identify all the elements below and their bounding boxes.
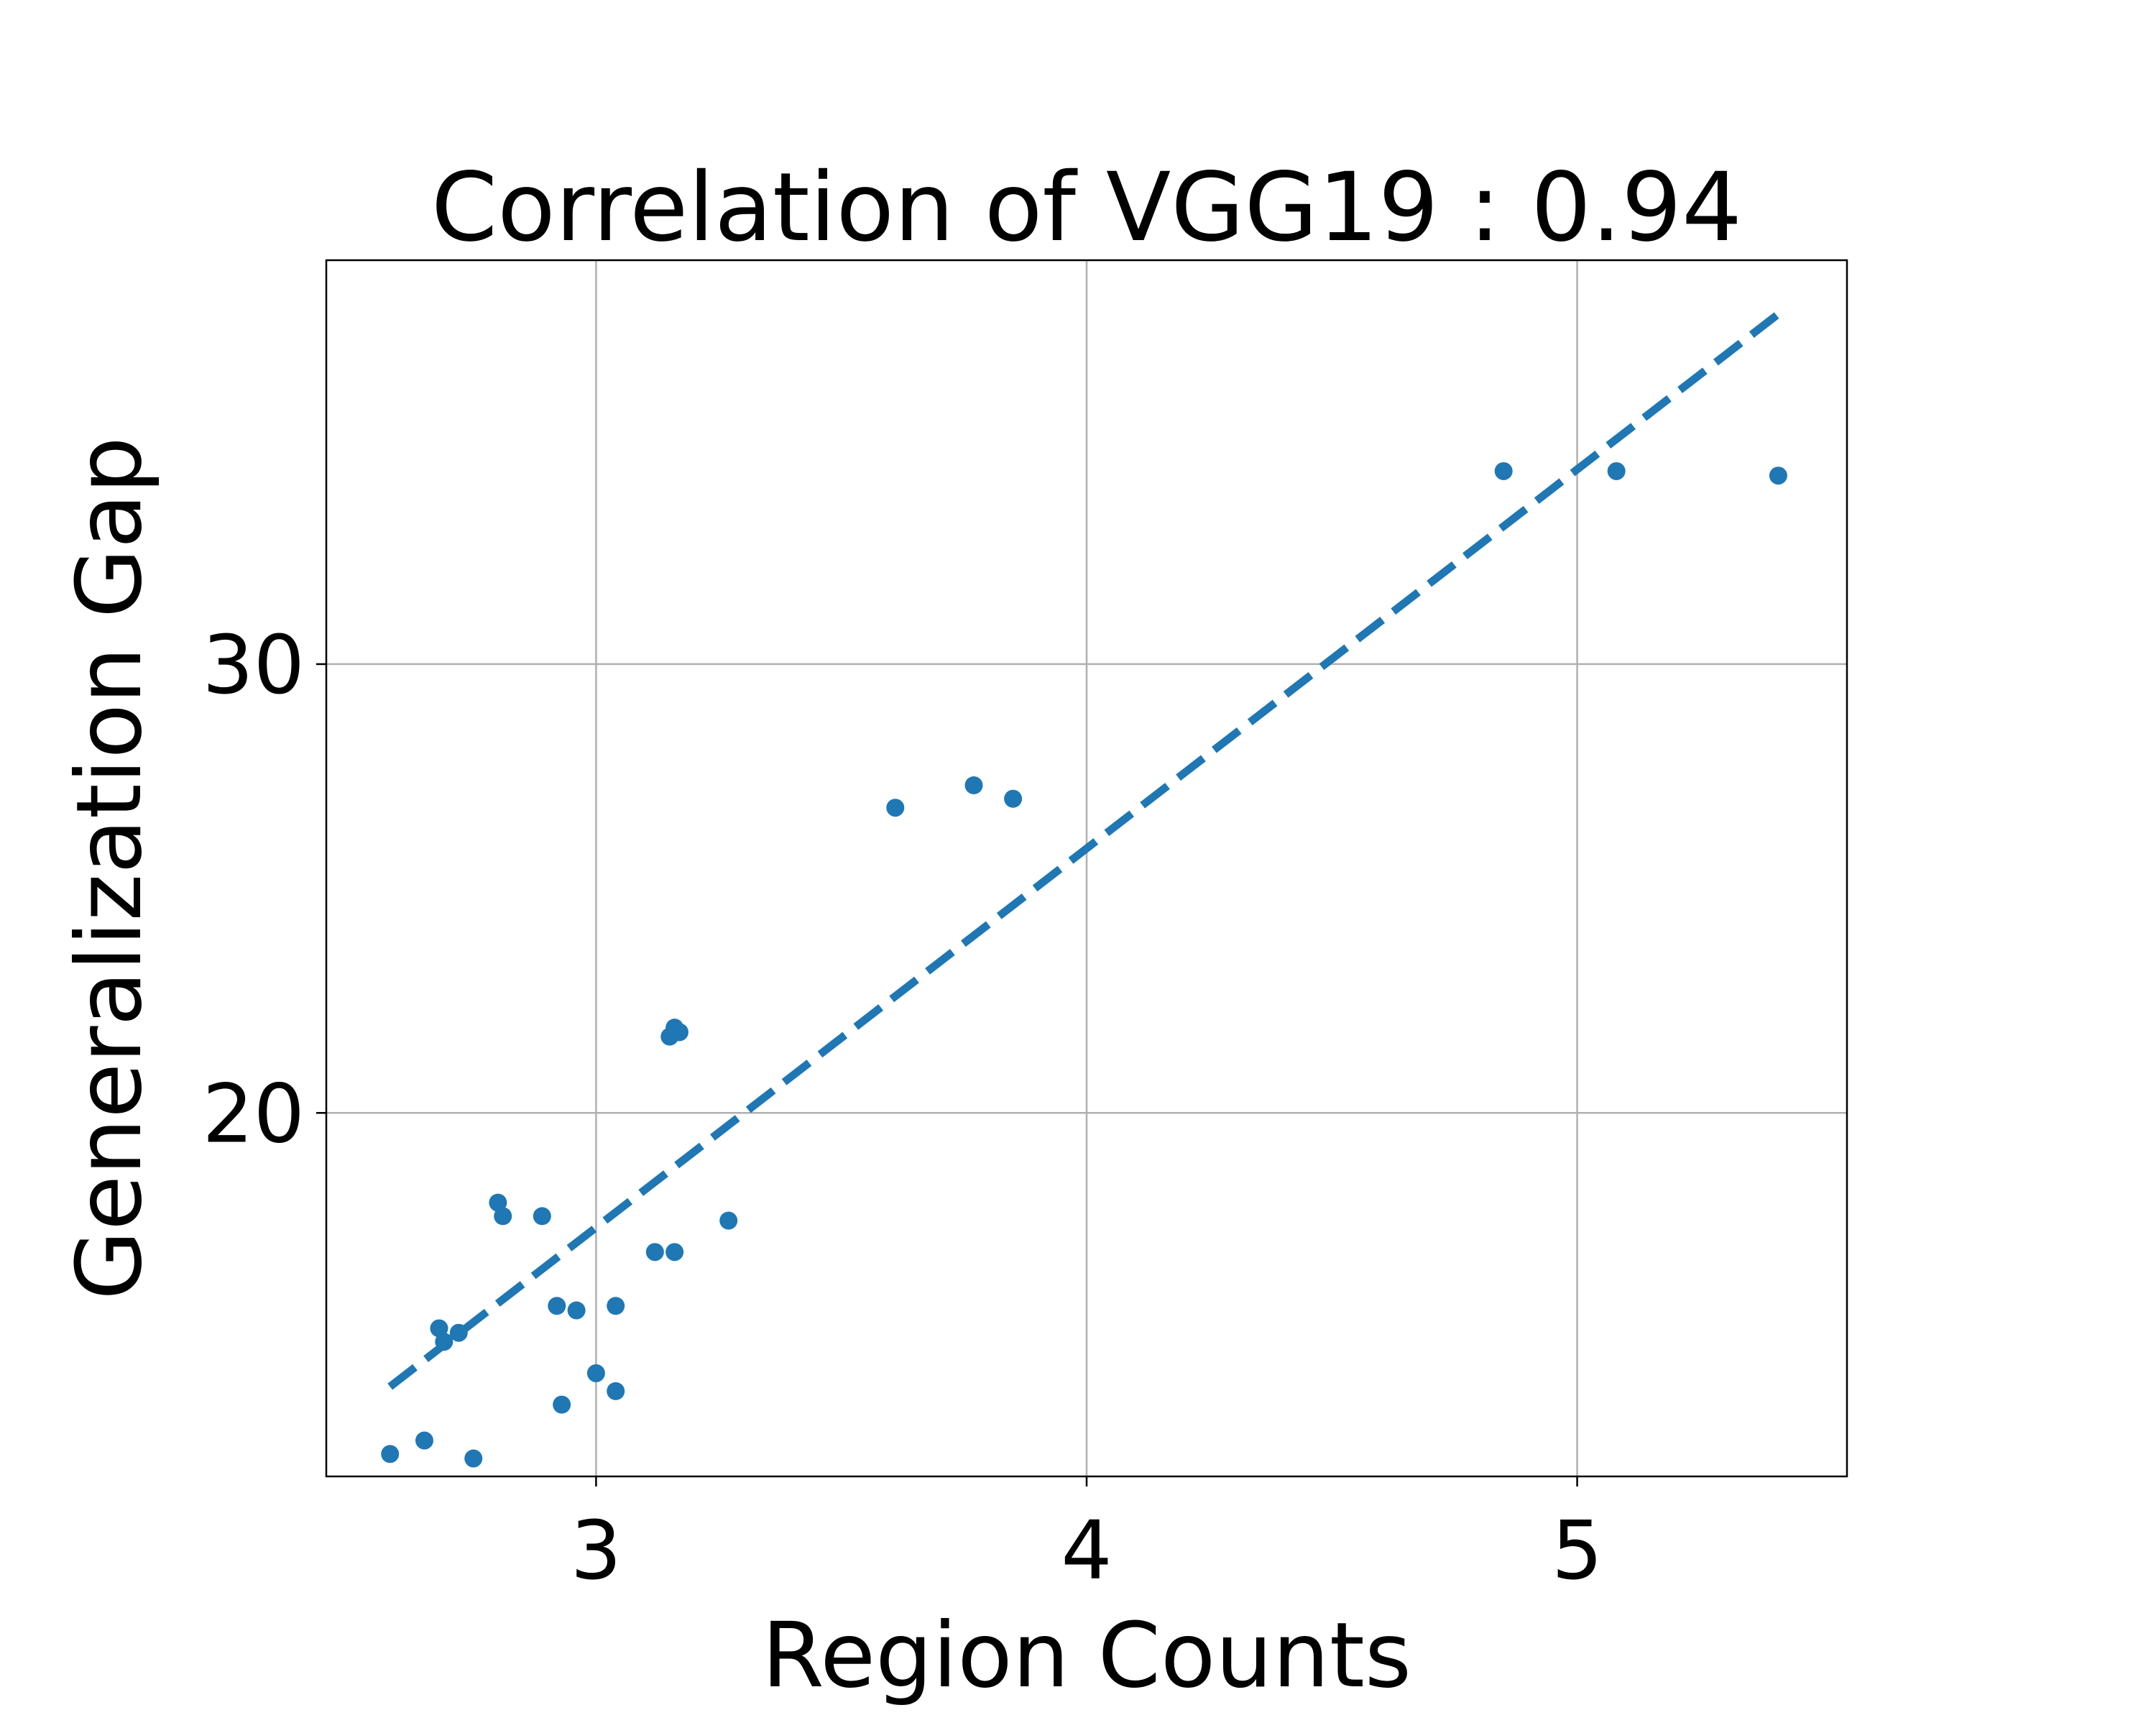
data-point — [435, 1333, 453, 1351]
y-axis-label: Generalization Gap — [57, 436, 162, 1300]
data-point — [665, 1243, 684, 1261]
points-layer — [381, 461, 1787, 1468]
data-point — [464, 1449, 483, 1468]
data-point — [381, 1445, 400, 1463]
x-tick-label: 4 — [1061, 1504, 1112, 1598]
data-point — [1494, 461, 1513, 480]
data-point — [548, 1297, 566, 1315]
data-point — [607, 1297, 625, 1315]
data-point — [586, 1364, 605, 1382]
grid-layer — [326, 260, 1847, 1476]
data-point — [415, 1431, 434, 1450]
data-point — [553, 1395, 571, 1414]
trend-line — [387, 311, 1781, 1390]
chart-title: Correlation of VGG19 : 0.94 — [431, 152, 1742, 263]
x-tick-label: 3 — [571, 1504, 622, 1598]
x-tick-label: 5 — [1552, 1504, 1603, 1598]
data-point — [1004, 789, 1023, 808]
data-point — [1769, 467, 1787, 485]
data-point — [886, 799, 905, 817]
data-point — [533, 1207, 551, 1226]
data-point — [607, 1382, 625, 1400]
data-point — [567, 1301, 586, 1320]
data-point — [1607, 461, 1626, 480]
y-tick-label: 30 — [202, 619, 305, 712]
data-point — [494, 1207, 512, 1226]
data-point — [449, 1323, 468, 1342]
data-point — [719, 1211, 738, 1230]
x-axis-label: Region Counts — [762, 1604, 1411, 1708]
data-point — [645, 1243, 664, 1261]
tick-layer: 3 4 5 20 30 — [202, 619, 1603, 1598]
data-point — [670, 1023, 688, 1042]
data-point — [964, 776, 983, 794]
y-tick-label: 20 — [202, 1067, 305, 1161]
fit-line-layer — [387, 311, 1781, 1390]
